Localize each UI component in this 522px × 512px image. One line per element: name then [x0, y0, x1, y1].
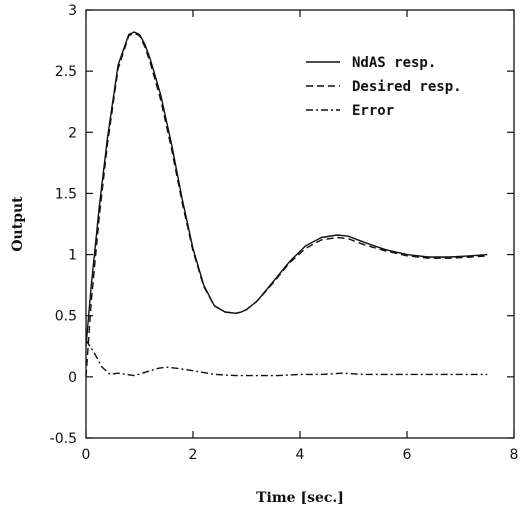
y-tick-label: 1 [68, 248, 77, 264]
x-tick-label: 8 [510, 447, 519, 463]
y-tick-label: 0 [68, 370, 77, 386]
y-tick-label: 0.5 [55, 309, 77, 325]
y-tick-label: 2.5 [55, 64, 77, 80]
y-tick-label: 3 [68, 3, 77, 19]
legend-label: NdAS resp. [352, 55, 436, 71]
error-line [85, 339, 488, 377]
x-tick-label: 2 [189, 447, 198, 463]
x-tick-label: 0 [82, 447, 91, 463]
tick-labels: 0 2 4 6 8 -0.5 0 0.5 1 1.5 2 2.5 3 [50, 3, 519, 463]
plot-frame [85, 9, 515, 439]
data-series [85, 31, 488, 377]
x-tick-label: 4 [296, 447, 305, 463]
x-axis-title: Time [sec.] [256, 490, 344, 506]
legend-label: Error [352, 103, 394, 119]
x-tick-label: 6 [403, 447, 412, 463]
y-tick-label: -0.5 [50, 431, 77, 447]
legend: NdAS resp. Desired resp. Error [306, 55, 462, 119]
y-axis-title: Output [10, 196, 26, 252]
legend-label: Desired resp. [352, 79, 462, 95]
y-tick-label: 2 [68, 125, 77, 141]
desired-response-line [85, 32, 488, 377]
y-tick-label: 1.5 [55, 186, 77, 202]
